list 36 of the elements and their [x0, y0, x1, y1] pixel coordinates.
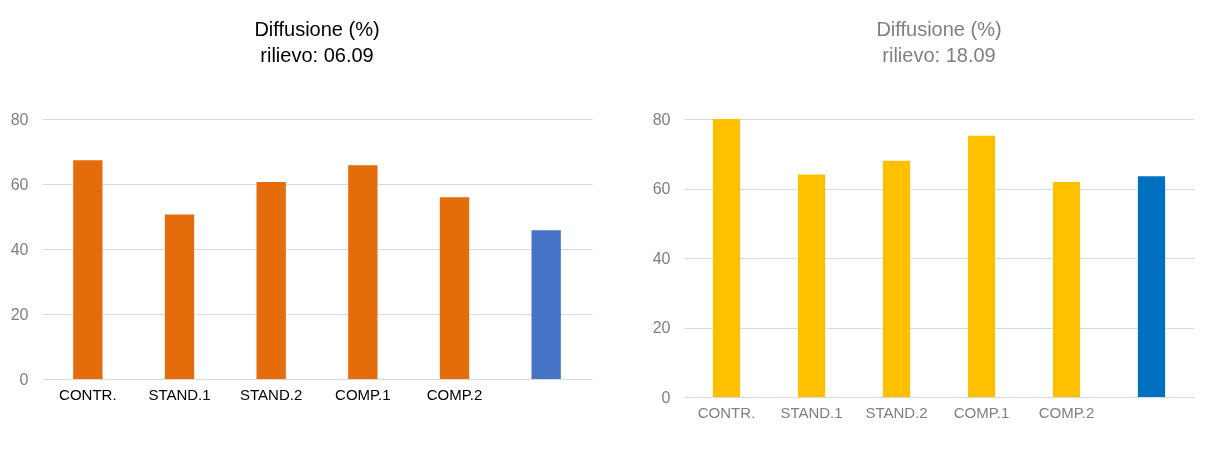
x-tick-label: STAND.1 [148, 385, 211, 403]
bar [967, 135, 996, 397]
x-tick-label: STAND.2 [240, 385, 303, 403]
y-tick-label: 20 [10, 305, 29, 323]
chart-subtitle: rilievo: 18.09 [882, 44, 996, 66]
bar [882, 160, 911, 397]
x-tick-label: COMP.2 [426, 385, 483, 403]
y-tick-label: 60 [652, 180, 671, 197]
bar [439, 197, 470, 379]
bar [1052, 181, 1081, 397]
bar [73, 160, 103, 379]
y-tick-label: 0 [661, 388, 671, 406]
x-tick-label: STAND.2 [865, 403, 928, 421]
x-tick-label: COMP.1 [335, 385, 391, 403]
x-tick-label: CONTR. [59, 385, 117, 403]
y-tick-label: 0 [19, 370, 29, 388]
bar [164, 214, 195, 379]
y-tick-label: 80 [652, 110, 671, 128]
bar [1137, 176, 1166, 397]
chart-subtitle: rilievo: 06.09 [260, 44, 374, 66]
bar [348, 165, 378, 379]
y-tick-label: 80 [10, 110, 29, 128]
bar [797, 174, 826, 397]
x-tick-label: CONTR. [697, 403, 756, 421]
bar [531, 230, 561, 379]
x-tick-label: STAND.1 [780, 403, 843, 421]
y-tick-label: 60 [10, 175, 29, 193]
y-tick-label: 40 [10, 240, 29, 258]
x-tick-label: COMP.1 [953, 403, 1010, 421]
x-tick-label: COMP.2 [1038, 403, 1095, 421]
y-tick-label: 40 [652, 249, 671, 267]
y-tick-label: 20 [652, 319, 671, 336]
chart-title: Diffusione (%) [254, 18, 380, 40]
bar [712, 119, 741, 397]
bar [256, 182, 286, 379]
chart-title: Diffusione (%) [876, 18, 1002, 40]
